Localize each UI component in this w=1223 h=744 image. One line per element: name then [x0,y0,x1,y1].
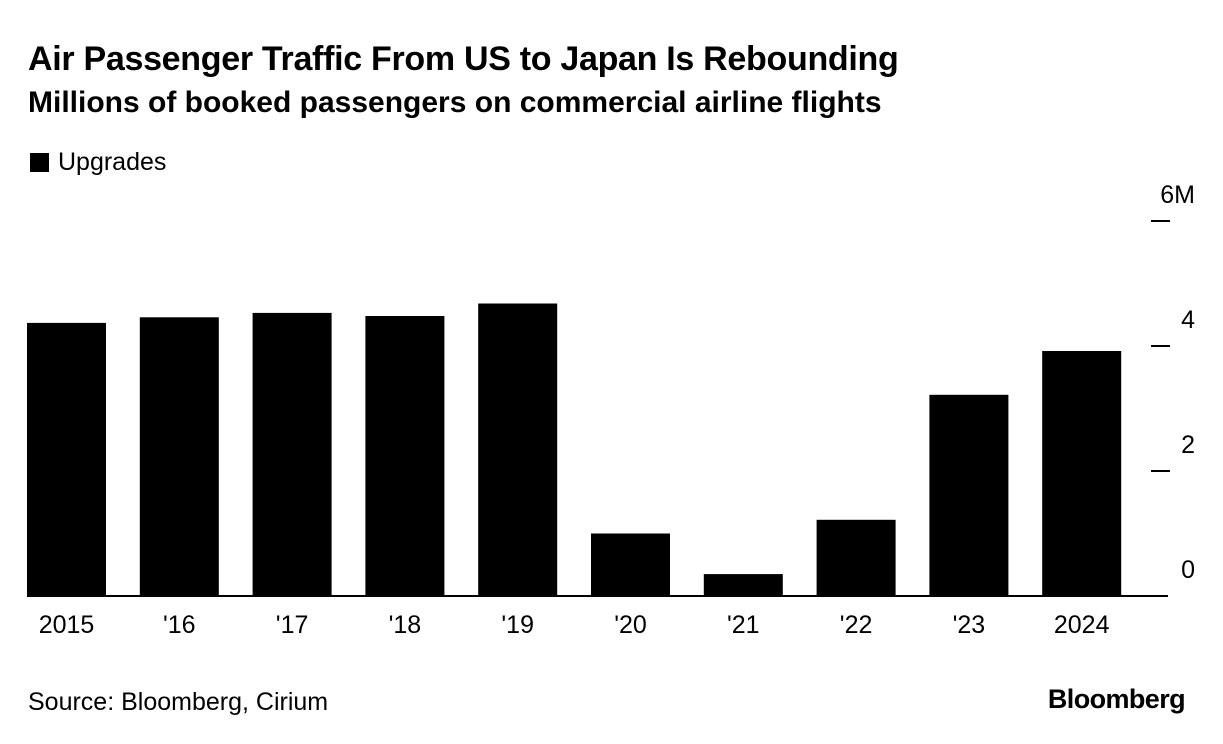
x-tick-label-1: '16 [163,611,196,639]
y-tick-label-2: 4 [1181,306,1195,334]
source-note: Source: Bloomberg, Cirium [28,688,329,716]
legend-swatch [30,153,49,172]
chart-title: Air Passenger Traffic From US to Japan I… [28,40,899,78]
x-tick-label-6: '21 [727,611,760,639]
x-tick-label-4: '19 [501,611,534,639]
bar-4 [478,303,558,596]
bar-7 [816,519,896,597]
legend: Upgrades [30,148,166,177]
bar-2 [252,312,332,596]
legend-label: Upgrades [58,148,167,176]
y-tick-label-3: 6M [1160,181,1195,209]
x-tick-label-5: '20 [614,611,647,639]
y-tick-label-1: 2 [1181,431,1195,459]
bar-1 [139,317,219,597]
bar-3 [365,316,445,596]
chart-subtitle: Millions of booked passengers on commerc… [28,86,882,119]
x-tick-label-8: '23 [953,611,986,639]
bar-5 [591,533,670,596]
x-tick-label-2: '17 [276,611,309,639]
x-tick-label-7: '22 [840,611,873,639]
x-tick-label-9: 2024 [1054,611,1110,639]
x-tick-label-3: '18 [389,611,422,639]
brand-logo: Bloomberg [1047,684,1186,714]
x-tick-label-0: 2015 [39,611,95,639]
bar-6 [703,574,783,596]
y-tick-label-0: 0 [1181,556,1195,584]
bar-0 [27,322,106,596]
bar-8 [929,394,1009,597]
bar-9 [1042,351,1122,596]
